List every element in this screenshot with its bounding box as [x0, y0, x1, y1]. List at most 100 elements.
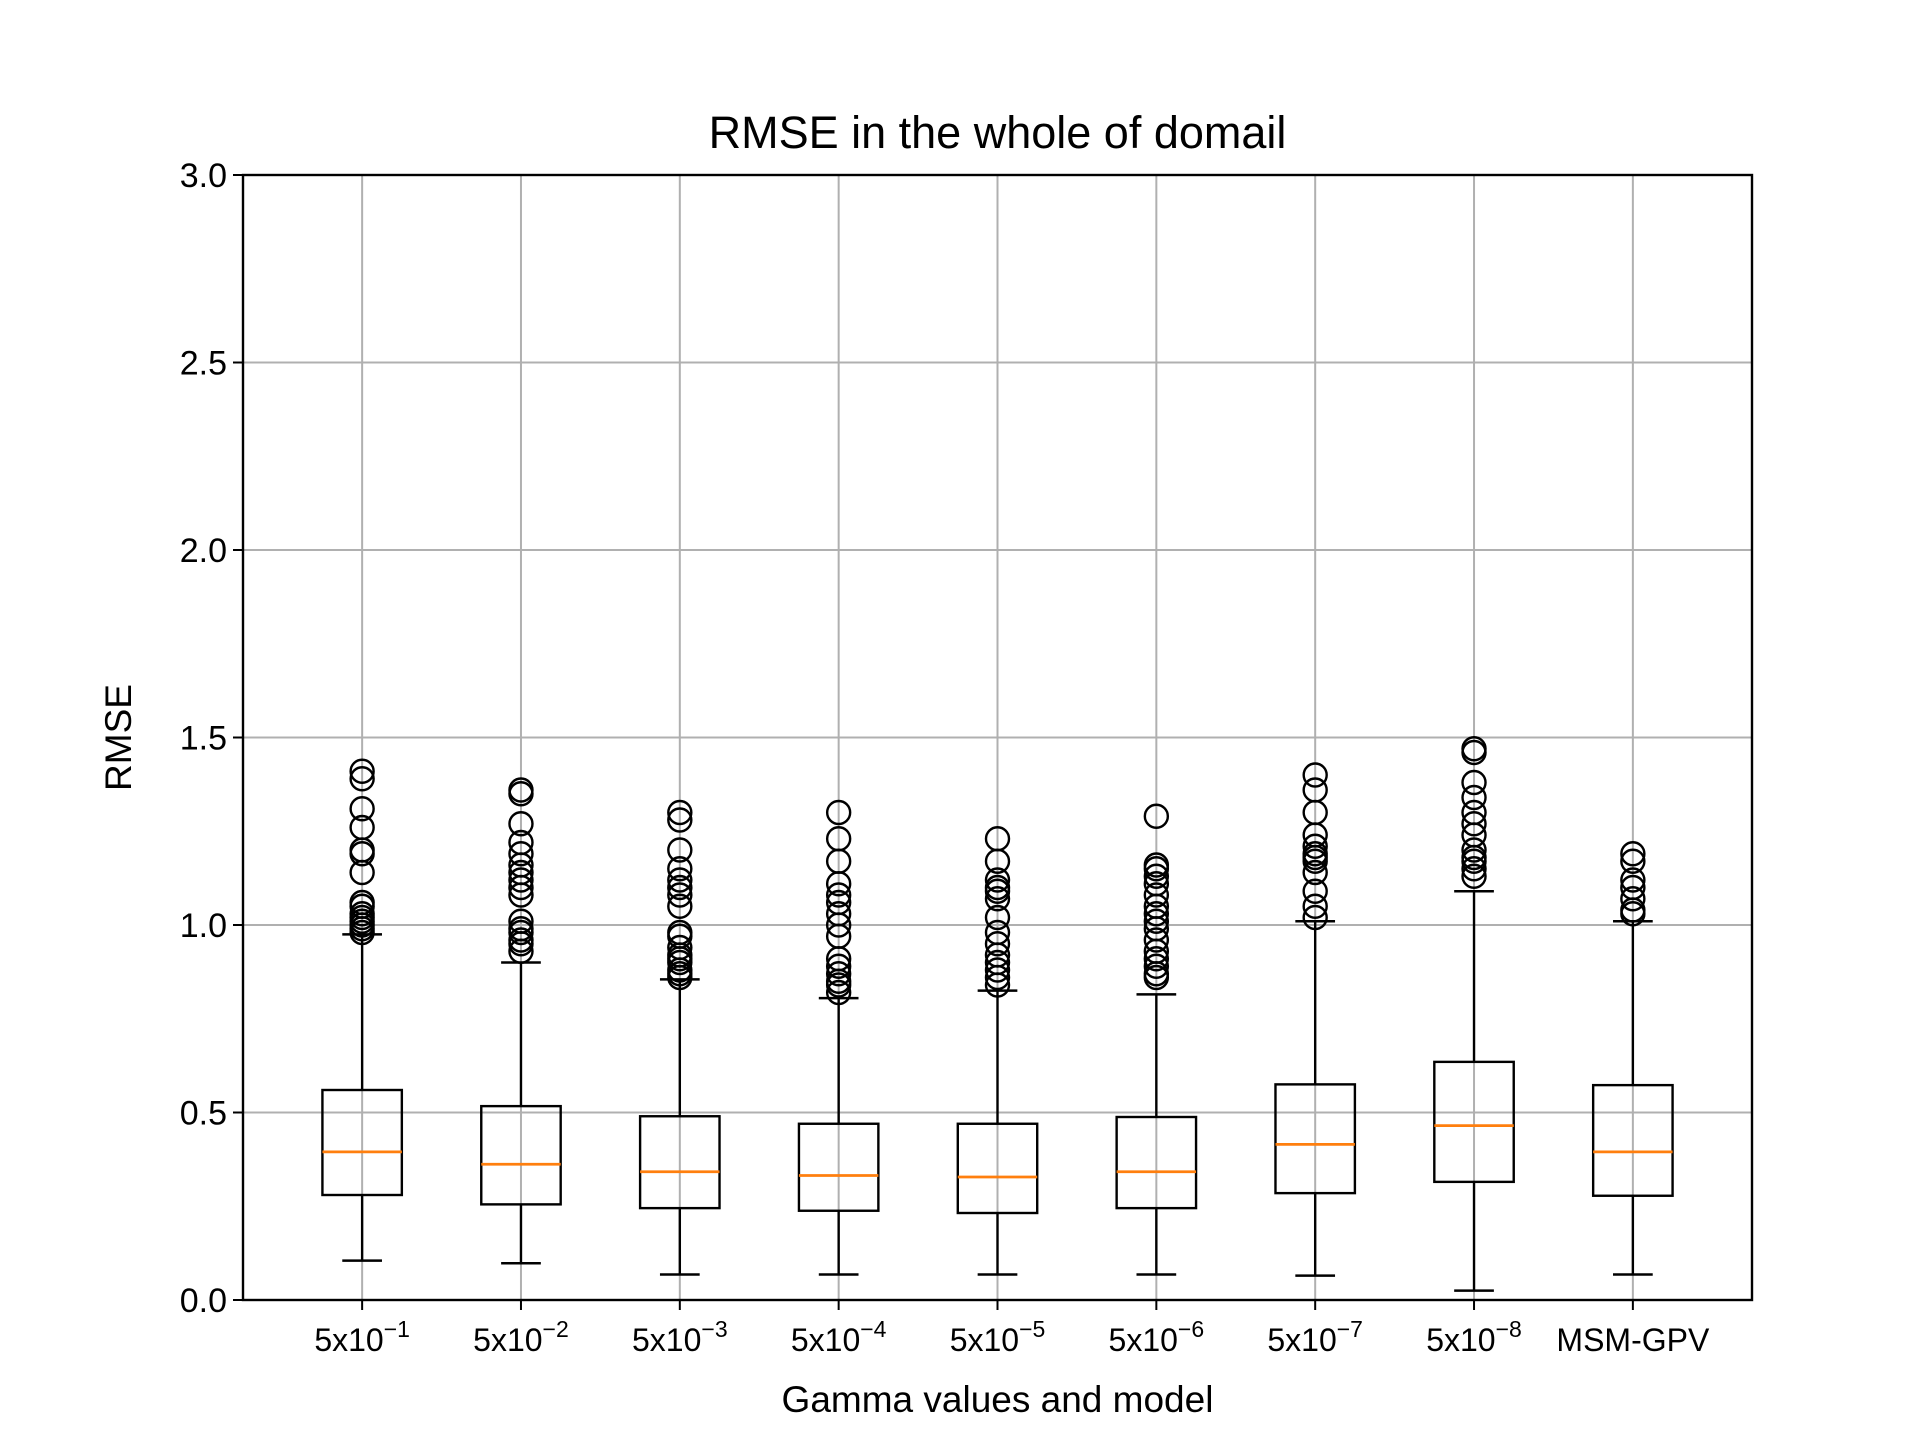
- outlier-point: [349, 814, 375, 841]
- outlier-point: [1302, 859, 1328, 886]
- outlier-point: [508, 811, 534, 837]
- outlier-point: [1461, 784, 1487, 811]
- box-iqr: [638, 1115, 721, 1210]
- outlier-point: [1461, 769, 1487, 796]
- outlier-point: [1143, 901, 1170, 927]
- x-tick-label: 5x10−5: [950, 1316, 1046, 1358]
- box-iqr: [1433, 1060, 1515, 1184]
- outlier-point: [984, 826, 1011, 852]
- outlier-point: [1302, 762, 1328, 788]
- outlier-point: [667, 874, 693, 901]
- outlier-point: [1143, 871, 1170, 897]
- box-iqr: [1274, 1083, 1357, 1195]
- outlier-point: [1620, 848, 1646, 874]
- outlier-point: [984, 874, 1011, 901]
- outlier-point: [825, 953, 852, 979]
- x-tick-label: 5x10−8: [1426, 1316, 1522, 1358]
- outlier-point: [825, 979, 852, 1006]
- box-iqr: [480, 1104, 562, 1206]
- box-group: [797, 799, 880, 1276]
- y-tick-label: 2.5: [180, 345, 227, 383]
- box-iqr: [956, 1122, 1039, 1215]
- y-axis-label: RMSE: [98, 684, 139, 791]
- outlier-point: [349, 758, 375, 784]
- outlier-point: [984, 904, 1011, 931]
- x-tick-label: MSM-GPV: [1556, 1322, 1710, 1358]
- outlier-point: [1143, 946, 1170, 972]
- x-tick-label: 5x10−1: [314, 1316, 410, 1358]
- outlier-point: [1461, 736, 1487, 762]
- outlier-point: [1143, 927, 1170, 953]
- outlier-point: [984, 919, 1011, 946]
- box-iqr: [797, 1122, 880, 1212]
- box-iqr: [1115, 1115, 1198, 1210]
- chart-title: RMSE in the whole of domail: [709, 107, 1287, 158]
- outlier-point: [667, 867, 693, 893]
- outlier-point: [1302, 904, 1328, 931]
- outlier-point: [825, 826, 852, 852]
- outlier-point: [667, 856, 693, 882]
- outlier-point: [1620, 841, 1646, 867]
- box-iqr: [1591, 1083, 1674, 1197]
- y-tick-label: 2.0: [180, 532, 227, 570]
- outlier-point: [349, 889, 375, 916]
- outlier-point: [1143, 803, 1170, 829]
- y-tick-label: 0.0: [180, 1282, 227, 1320]
- outlier-point: [349, 796, 375, 822]
- box-group: [1115, 803, 1198, 1276]
- outlier-point: [984, 957, 1011, 983]
- box-group: [1591, 841, 1674, 1276]
- outlier-point: [1620, 886, 1646, 912]
- outlier-point: [349, 901, 375, 927]
- outlier-point: [667, 807, 693, 833]
- outlier-point: [1143, 908, 1170, 934]
- box-group: [480, 777, 562, 1265]
- x-axis-label: Gamma values and model: [782, 1379, 1214, 1420]
- outlier-point: [984, 867, 1011, 893]
- y-tick-label: 3.0: [180, 157, 227, 195]
- outlier-point: [1143, 852, 1170, 878]
- outlier-point: [1302, 777, 1328, 803]
- y-tick-label: 1.0: [180, 907, 227, 945]
- outlier-point: [1461, 863, 1487, 889]
- outlier-point: [1143, 953, 1170, 979]
- outlier-point: [667, 919, 693, 946]
- outlier-point: [1302, 893, 1328, 919]
- x-tick-label: 5x10−2: [473, 1316, 569, 1358]
- outlier-point: [667, 837, 693, 863]
- box-layer: [321, 736, 1674, 1292]
- outlier-point: [984, 886, 1011, 912]
- outlier-point: [508, 841, 534, 867]
- outlier-point: [667, 799, 693, 826]
- tick-layer: 0.0 0.5 1.0 1.5 2.0 2.5 3.0 5x10−1 5x10−2 5x10−3 5…: [180, 157, 1710, 1358]
- outlier-point: [1461, 837, 1487, 863]
- outlier-point: [349, 766, 375, 792]
- outlier-point: [1461, 856, 1487, 882]
- outlier-point: [1302, 841, 1328, 867]
- outlier-point: [825, 799, 852, 826]
- outlier-point: [508, 859, 534, 886]
- outlier-point: [508, 777, 534, 803]
- outlier-point: [667, 893, 693, 919]
- y-tick-label: 0.5: [180, 1095, 227, 1133]
- x-tick-label: 5x10−6: [1109, 1316, 1205, 1358]
- x-tick-label: 5x10−4: [791, 1316, 887, 1358]
- box-group: [1433, 736, 1515, 1292]
- outlier-point: [1620, 867, 1646, 893]
- outlier-point: [984, 949, 1011, 976]
- outlier-point: [825, 882, 852, 908]
- outlier-point: [508, 867, 534, 893]
- outlier-point: [1461, 811, 1487, 837]
- y-tick-label: 1.5: [180, 720, 227, 758]
- box-group: [956, 826, 1039, 1276]
- outlier-point: [825, 961, 852, 987]
- outlier-point: [984, 931, 1011, 957]
- outlier-point: [825, 889, 852, 916]
- outlier-point: [1302, 833, 1328, 859]
- outlier-point: [508, 908, 534, 934]
- outlier-point: [508, 829, 534, 856]
- box-group: [321, 758, 404, 1262]
